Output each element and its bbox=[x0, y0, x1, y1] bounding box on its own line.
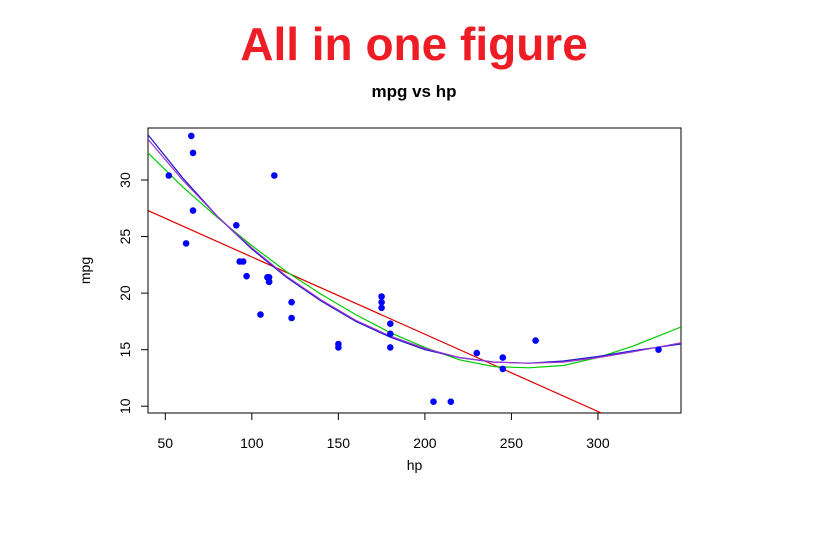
data-point bbox=[430, 398, 437, 406]
y-axis-label: mpg bbox=[77, 257, 93, 284]
data-point bbox=[499, 365, 507, 373]
x-axis: 50 100 150 200 250 300 bbox=[158, 412, 610, 451]
scatter-points bbox=[165, 132, 662, 406]
x-tick-label: 50 bbox=[158, 435, 174, 451]
data-point bbox=[257, 311, 264, 318]
data-point bbox=[264, 274, 271, 281]
y-tick-label: 15 bbox=[117, 342, 133, 358]
y-tick-label: 20 bbox=[117, 285, 133, 301]
chart-title: mpg vs hp bbox=[371, 82, 456, 101]
x-tick-label: 250 bbox=[500, 435, 524, 451]
data-point bbox=[165, 172, 173, 179]
fit-line-2 bbox=[148, 152, 681, 369]
plot-area bbox=[147, 127, 682, 414]
data-point bbox=[189, 149, 197, 157]
data-point bbox=[378, 304, 385, 312]
y-tick-label: 10 bbox=[117, 398, 133, 414]
data-point bbox=[188, 132, 195, 140]
data-point bbox=[655, 346, 662, 354]
data-point bbox=[499, 354, 507, 361]
data-point bbox=[288, 314, 295, 322]
data-point bbox=[288, 298, 295, 306]
data-point bbox=[243, 272, 250, 280]
x-axis-label: hp bbox=[407, 457, 423, 473]
data-point bbox=[447, 398, 455, 406]
y-tick-label: 25 bbox=[117, 229, 133, 245]
data-point bbox=[271, 172, 278, 179]
data-point bbox=[473, 349, 481, 357]
x-tick-label: 300 bbox=[586, 435, 610, 451]
data-point bbox=[233, 222, 240, 229]
data-point bbox=[335, 344, 342, 351]
fit-lines bbox=[148, 134, 681, 413]
data-point bbox=[387, 320, 394, 328]
x-tick-label: 200 bbox=[413, 435, 437, 451]
plot-frame bbox=[147, 127, 682, 414]
y-tick-label: 30 bbox=[117, 172, 133, 188]
x-tick-label: 150 bbox=[327, 435, 351, 451]
figure-title: All in one figure bbox=[240, 18, 588, 70]
data-point bbox=[387, 330, 394, 338]
fit-line-4 bbox=[148, 138, 681, 364]
fit-line-1 bbox=[148, 210, 602, 413]
data-point bbox=[189, 207, 197, 214]
data-point bbox=[182, 240, 190, 247]
y-axis: 10 15 20 25 30 bbox=[117, 172, 149, 414]
data-point bbox=[378, 298, 385, 306]
data-point bbox=[239, 258, 247, 265]
data-point bbox=[387, 344, 394, 351]
x-tick-label: 100 bbox=[240, 435, 264, 451]
data-point bbox=[532, 337, 539, 344]
data-point bbox=[378, 293, 385, 300]
